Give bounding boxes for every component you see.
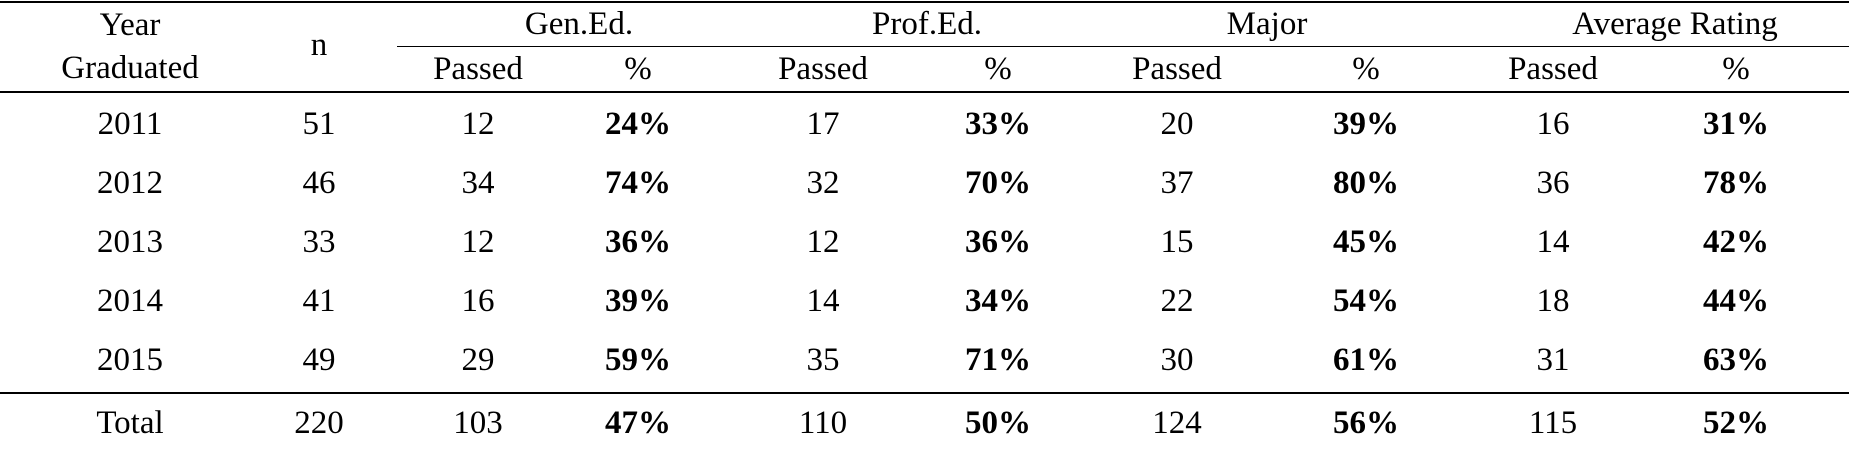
table-cell: 15 [1160, 223, 1194, 260]
table-cell: 2012 [97, 164, 163, 201]
table-cell: 34% [965, 282, 1031, 319]
table-cell: 31 [1536, 341, 1570, 378]
sub-header: % [1722, 50, 1750, 87]
table-cell: 34 [461, 164, 495, 201]
table-cell: 36% [605, 223, 671, 260]
total-cell: 47% [605, 404, 671, 441]
table-cell: 45% [1333, 223, 1399, 260]
sub-header: % [624, 50, 652, 87]
sub-header: % [1352, 50, 1380, 87]
sub-header: % [984, 50, 1012, 87]
total-cell: Total [96, 404, 164, 441]
table-cell: 51 [302, 105, 336, 142]
table-cell: 14 [806, 282, 840, 319]
group-rule [397, 46, 1849, 47]
group-header: Gen.Ed. [524, 5, 634, 42]
table-cell: 49 [302, 341, 336, 378]
table-cell: 32 [806, 164, 840, 201]
group-header: Major [1226, 5, 1308, 42]
table-cell: 80% [1333, 164, 1399, 201]
table-cell: 33 [302, 223, 336, 260]
table-cell: 33% [965, 105, 1031, 142]
total-cell: 124 [1152, 404, 1202, 441]
table-cell: 2011 [97, 105, 163, 142]
table-cell: 31% [1703, 105, 1769, 142]
header-rule [0, 91, 1849, 93]
table-cell: 18 [1536, 282, 1570, 319]
table-cell: 39% [605, 282, 671, 319]
table-cell: 12 [461, 223, 495, 260]
table-cell: 78% [1703, 164, 1769, 201]
total-cell: 50% [965, 404, 1031, 441]
sub-header: Passed [778, 50, 868, 87]
table-cell: 24% [605, 105, 671, 142]
table-cell: 20 [1160, 105, 1194, 142]
table-cell: 35 [806, 341, 840, 378]
top-rule [0, 1, 1849, 3]
table-cell: 30 [1160, 341, 1194, 378]
total-cell: 103 [453, 404, 503, 441]
table-cell: 61% [1333, 341, 1399, 378]
table-cell: 22 [1160, 282, 1194, 319]
sub-header: Passed [1132, 50, 1222, 87]
table-cell: 37 [1160, 164, 1194, 201]
table-cell: 70% [965, 164, 1031, 201]
group-header: Average Rating [1572, 5, 1778, 42]
table-cell: 16 [1536, 105, 1570, 142]
n-header: n [310, 26, 328, 63]
table-cell: 12 [806, 223, 840, 260]
table-cell: 29 [461, 341, 495, 378]
table-cell: 39% [1333, 105, 1399, 142]
year-header: Year Graduated [61, 7, 199, 86]
table-cell: 71% [965, 341, 1031, 378]
table-cell: 46 [302, 164, 336, 201]
table-cell: 2013 [97, 223, 163, 260]
group-header: Prof.Ed. [872, 5, 982, 42]
total-cell: 110 [798, 404, 848, 441]
table-cell: 36 [1536, 164, 1570, 201]
total-rule [0, 392, 1849, 394]
table-cell: 36% [965, 223, 1031, 260]
table-cell: 42% [1703, 223, 1769, 260]
table-cell: 54% [1333, 282, 1399, 319]
table-cell: 41 [302, 282, 336, 319]
table-cell: 12 [461, 105, 495, 142]
total-cell: 115 [1528, 404, 1578, 441]
table-cell: 17 [806, 105, 840, 142]
total-cell: 52% [1703, 404, 1769, 441]
sub-header: Passed [433, 50, 523, 87]
table-cell: 14 [1536, 223, 1570, 260]
sub-header: Passed [1508, 50, 1598, 87]
table-cell: 44% [1703, 282, 1769, 319]
table-cell: 63% [1703, 341, 1769, 378]
table-cell: 59% [605, 341, 671, 378]
table-cell: 16 [461, 282, 495, 319]
total-cell: 56% [1333, 404, 1399, 441]
table-cell: 2015 [97, 341, 163, 378]
total-cell: 220 [294, 404, 344, 441]
table-cell: 74% [605, 164, 671, 201]
table-cell: 2014 [97, 282, 163, 319]
